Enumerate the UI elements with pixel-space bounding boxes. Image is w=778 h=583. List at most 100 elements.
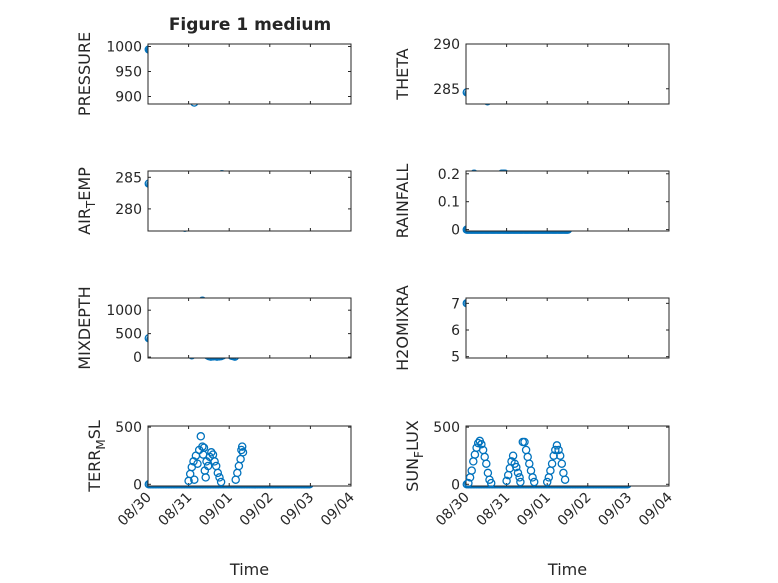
data-point-sun_flux — [547, 459, 557, 468]
subplot-sun_flux: 0 500 08/30 08/31 09/01 09/02 09/03 09/04 SUNFLU… — [403, 420, 676, 579]
x-tick-label: 08/31 — [156, 490, 196, 530]
axes-frame — [465, 297, 670, 359]
data-point-terr_msl — [201, 473, 210, 482]
subplot-mixdepth: 0 500 1000 MIXDEPTH — [75, 286, 352, 370]
data-point-sun_flux — [554, 445, 563, 455]
x-tick-label: 09/02 — [555, 490, 595, 530]
x-tick-label: 08/30 — [115, 490, 155, 530]
data-point-sun_flux — [516, 477, 525, 487]
y-tick-label: 1000 — [106, 303, 142, 319]
y-axis-label: AIRTEMP — [75, 167, 98, 235]
data-point-terr_msl — [237, 445, 246, 455]
data-point-sun_flux — [515, 473, 524, 482]
axes-frame — [465, 425, 670, 487]
y-tick-label: 285 — [433, 82, 460, 98]
data-point-sun_flux — [502, 476, 511, 486]
data-point-sun_flux — [482, 459, 491, 468]
axes-frame — [147, 425, 352, 487]
axes-frame — [465, 43, 670, 105]
data-point-terr_msl — [196, 432, 206, 441]
y-axis-label-subscript: T — [84, 200, 98, 209]
data-point-sun_flux — [477, 440, 486, 449]
data-point-sun_flux — [467, 466, 476, 475]
y-axis-label-subscript: F — [412, 451, 426, 458]
data-point-sun_flux — [513, 468, 523, 478]
x-tick-label: 09/04 — [318, 489, 358, 529]
data-point-sun_flux — [555, 451, 565, 460]
x-tick-label: 09/03 — [277, 490, 317, 530]
subplot-rainfall: 0 0.1 0.2 RAINFALL — [393, 164, 670, 239]
y-axis-label-tail: SL — [85, 420, 104, 439]
y-tick-label: 500 — [433, 420, 460, 436]
y-tick-label: 0 — [133, 477, 142, 493]
subplot-terr_msl: 0 500 08/30 08/31 09/01 09/02 09/03 09/04 TERRMS… — [85, 420, 358, 579]
y-axis-label-main: TERR — [85, 450, 104, 493]
y-axis-label-tail: EMP — [75, 167, 94, 201]
y-axis-label: PRESSURE — [75, 32, 94, 116]
y-tick-label: 7 — [451, 296, 460, 312]
y-axis-label-main: AIR — [75, 208, 94, 235]
data-point-sun_flux — [508, 451, 518, 460]
y-axis-label: H2OMIXRA — [393, 285, 412, 371]
y-tick-label: 1000 — [106, 40, 142, 56]
data-point-terr_msl — [193, 459, 202, 468]
data-point-sun_flux — [520, 437, 529, 447]
data-point-sun_flux — [542, 477, 552, 487]
y-axis-label: THETA — [393, 48, 412, 100]
data-point-terr_msl — [198, 442, 207, 451]
data-point-terr_msl — [215, 473, 224, 482]
y-tick-label: 0 — [451, 477, 460, 493]
data-point-sun_flux — [551, 445, 560, 455]
y-axis-label: MIXDEPTH — [75, 286, 94, 369]
y-tick-label: 6 — [451, 323, 460, 339]
y-tick-label: 5 — [451, 350, 460, 366]
y-axis-label: SUNFLUX — [403, 420, 426, 492]
data-point-terr_msl — [213, 468, 223, 478]
x-tick-label: 08/30 — [433, 490, 473, 530]
data-point-sun_flux — [557, 459, 567, 468]
data-point-sun_flux — [486, 478, 496, 488]
data-point-sun_flux — [552, 441, 562, 450]
data-point-sun_flux — [464, 478, 473, 488]
data-point-terr_msl — [190, 475, 199, 484]
y-axis-label-main: SUN — [403, 458, 422, 492]
subplot-h2omixra: 5 6 7 H2OMIXRA — [393, 285, 670, 371]
x-axis-label: Time — [547, 560, 587, 579]
data-point-terr_msl — [210, 457, 219, 466]
y-axis-label-subscript: M — [94, 439, 108, 449]
subplot-pressure: 900 950 1000 PRESSURE — [75, 32, 352, 116]
y-tick-label: 0 — [133, 350, 142, 366]
data-point-terr_msl — [237, 442, 247, 451]
x-tick-label: 09/01 — [196, 490, 236, 530]
y-axis-label: RAINFALL — [393, 164, 412, 239]
figure-title: Figure 1 medium — [169, 15, 331, 35]
y-tick-label: 285 — [115, 170, 142, 186]
y-axis-label-tail: LUX — [403, 420, 422, 451]
axes-frame — [465, 170, 670, 232]
data-point-terr_msl — [216, 477, 226, 487]
y-tick-label: 900 — [115, 90, 142, 106]
y-tick-label: 0.2 — [438, 167, 460, 183]
data-point-sun_flux — [560, 475, 570, 484]
data-point-terr_msl — [207, 448, 216, 457]
x-tick-label: 08/31 — [474, 490, 514, 530]
data-point-sun_flux — [529, 477, 539, 487]
data-point-terr_msl — [238, 448, 248, 457]
y-tick-label: 950 — [115, 65, 142, 81]
axes-frame — [147, 43, 352, 105]
x-tick-label: 09/01 — [514, 490, 554, 530]
data-point-terr_msl — [203, 461, 213, 471]
x-tick-label: 09/03 — [595, 490, 635, 530]
x-axis-label: Time — [229, 560, 269, 579]
x-tick-label: 09/04 — [636, 489, 676, 529]
y-tick-label: 0 — [451, 223, 460, 239]
y-tick-label: 500 — [115, 420, 142, 436]
y-tick-label: 280 — [115, 202, 142, 218]
y-tick-label: 0.1 — [438, 195, 460, 211]
data-point-sun_flux — [549, 451, 558, 460]
y-tick-label: 500 — [115, 327, 142, 343]
axes-frame — [147, 297, 352, 359]
subplot-theta: 285 290 THETA — [393, 37, 670, 106]
